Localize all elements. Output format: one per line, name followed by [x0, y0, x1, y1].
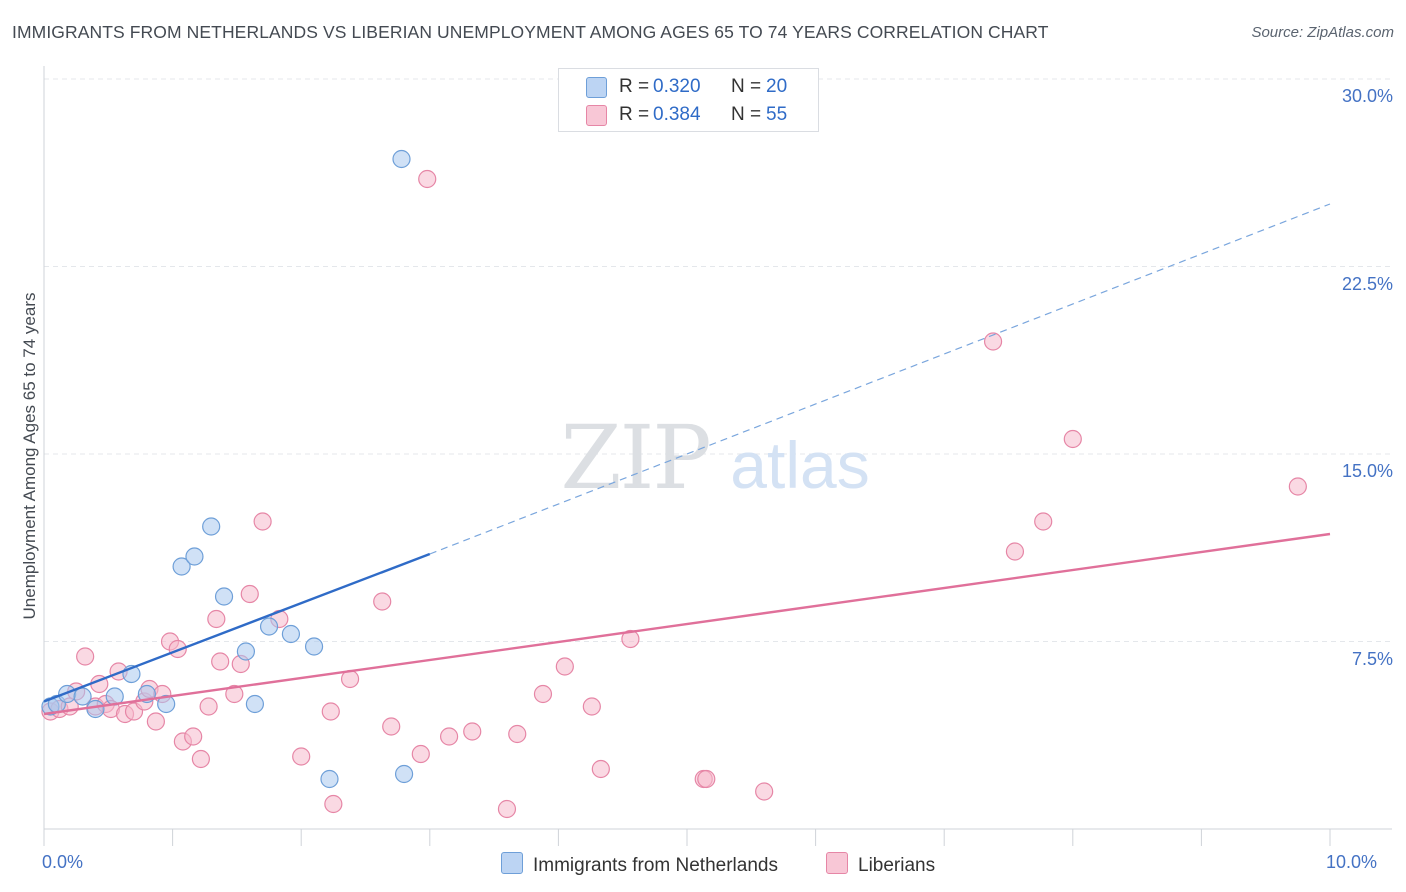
legend-n-label: N = — [731, 76, 762, 97]
netherlands-point — [236, 642, 256, 661]
liberian-point — [418, 169, 437, 189]
netherlands-point — [86, 699, 105, 719]
legend-n-value: 55 — [766, 104, 788, 125]
netherlands-point — [320, 769, 339, 789]
liberian-trend-line — [43, 532, 1331, 716]
legend-r-label: R = — [619, 76, 650, 97]
points — [41, 149, 1307, 819]
legend-r-label: R = — [619, 104, 650, 125]
netherlands-point — [73, 687, 92, 706]
bottom-legend-liberians: Liberians — [826, 852, 935, 877]
liberian-point — [76, 647, 95, 666]
liberian-point — [463, 722, 482, 741]
grid-lines — [44, 78, 1392, 642]
axes — [43, 66, 1392, 846]
liberian-point — [324, 794, 343, 814]
liberian-point — [1005, 542, 1025, 561]
liberian-point — [207, 609, 226, 629]
liberian-point — [253, 512, 272, 531]
liberian-point — [321, 702, 340, 721]
netherlands-point — [214, 587, 234, 606]
netherlands-point — [202, 517, 221, 536]
netherlands-point — [185, 547, 204, 566]
netherlands-point — [259, 617, 279, 636]
x-tick-label-max: 10.0% — [1326, 852, 1378, 872]
y-tick-label: 15.0% — [1341, 461, 1393, 481]
netherlands-point — [392, 149, 411, 169]
x-tick-label-min: 0.0% — [42, 852, 84, 872]
svg-text:ZIP: ZIP — [560, 406, 709, 509]
liberian-point — [533, 684, 553, 704]
liberian-point — [191, 749, 210, 769]
liberian-point — [591, 759, 610, 779]
netherlands-trend-extension — [429, 203, 1331, 555]
bottom-legend-label-liberians: Liberians — [858, 855, 936, 876]
netherlands-point — [172, 557, 191, 576]
liberian-point — [199, 697, 218, 716]
source-label: Source: ZipAtlas.com — [1251, 24, 1394, 41]
legend-row-netherlands: R = 0.320 N = 20 — [559, 73, 818, 101]
y-tick-label: 22.5% — [1341, 273, 1393, 294]
liberian-point — [373, 592, 392, 611]
liberian-point — [508, 724, 527, 744]
legend-n-value: 20 — [766, 76, 788, 97]
liberian-point — [697, 769, 716, 789]
bottom-legend-netherlands: Immigrants from Netherlands — [501, 852, 778, 877]
liberian-point — [497, 799, 517, 819]
liberian-point — [211, 652, 230, 671]
netherlands-point — [245, 694, 265, 714]
liberian-point — [555, 657, 574, 676]
liberian-point — [582, 697, 601, 716]
y-tick-label: 7.5% — [1351, 648, 1393, 669]
bottom-legend-swatch-liberians — [826, 852, 848, 874]
netherlands-point — [394, 764, 414, 784]
legend-swatch-netherlands — [586, 77, 607, 98]
y-tick-label: 30.0% — [1341, 86, 1393, 106]
legend-r-value: 0.320 — [653, 76, 701, 97]
liberian-point — [621, 629, 640, 649]
netherlands-point — [157, 694, 176, 714]
legend-row-liberians: R = 0.384 N = 55 — [559, 101, 818, 129]
liberian-point — [411, 744, 430, 764]
watermark: ZIP atlas — [560, 406, 869, 509]
liberian-point — [225, 684, 244, 704]
liberian-point — [1288, 477, 1307, 496]
liberian-point — [292, 747, 311, 766]
netherlands-point — [281, 624, 301, 644]
liberian-point — [184, 727, 203, 746]
bottom-legend-label-netherlands: Immigrants from Netherlands — [533, 855, 778, 876]
liberian-point — [983, 332, 1003, 351]
netherlands-point — [304, 637, 324, 656]
liberian-point — [146, 712, 165, 731]
chart-title: IMMIGRANTS FROM NETHERLANDS VS LIBERIAN … — [12, 22, 1049, 42]
liberian-point — [439, 727, 459, 746]
netherlands-trend-line — [43, 552, 431, 703]
liberian-point — [1063, 429, 1082, 449]
legend-r-value: 0.384 — [653, 104, 701, 125]
liberian-point — [755, 782, 774, 801]
liberian-point — [1034, 512, 1053, 531]
correlation-legend: R = 0.320 N = 20 R = 0.384 N = 55 — [558, 68, 819, 132]
legend-swatch-liberians — [586, 105, 607, 126]
legend-n-label: N = — [731, 104, 762, 125]
trend-lines — [43, 203, 1331, 716]
svg-text:atlas: atlas — [730, 428, 869, 502]
liberian-point — [240, 584, 259, 604]
liberian-point — [382, 717, 401, 736]
bottom-legend-swatch-netherlands — [501, 852, 523, 874]
